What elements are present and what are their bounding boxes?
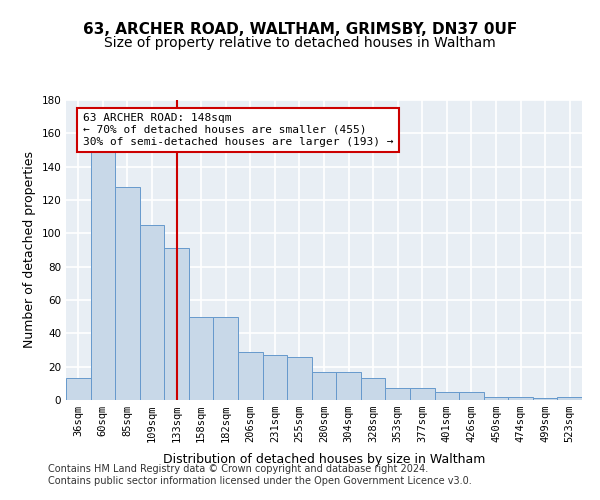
Text: Contains HM Land Registry data © Crown copyright and database right 2024.: Contains HM Land Registry data © Crown c…: [48, 464, 428, 474]
Bar: [361, 378, 385, 400]
Bar: [336, 372, 361, 400]
Bar: [459, 392, 484, 400]
X-axis label: Distribution of detached houses by size in Waltham: Distribution of detached houses by size …: [163, 454, 485, 466]
Bar: [312, 372, 336, 400]
Text: 63, ARCHER ROAD, WALTHAM, GRIMSBY, DN37 0UF: 63, ARCHER ROAD, WALTHAM, GRIMSBY, DN37 …: [83, 22, 517, 38]
Bar: [557, 396, 582, 400]
Text: Size of property relative to detached houses in Waltham: Size of property relative to detached ho…: [104, 36, 496, 50]
Y-axis label: Number of detached properties: Number of detached properties: [23, 152, 36, 348]
Text: Contains public sector information licensed under the Open Government Licence v3: Contains public sector information licen…: [48, 476, 472, 486]
Bar: [287, 356, 312, 400]
Bar: [164, 248, 189, 400]
Bar: [508, 396, 533, 400]
Bar: [238, 352, 263, 400]
Bar: [66, 378, 91, 400]
Bar: [91, 150, 115, 400]
Bar: [263, 355, 287, 400]
Bar: [484, 396, 508, 400]
Bar: [385, 388, 410, 400]
Bar: [214, 316, 238, 400]
Bar: [140, 225, 164, 400]
Bar: [189, 316, 214, 400]
Text: 63 ARCHER ROAD: 148sqm
← 70% of detached houses are smaller (455)
30% of semi-de: 63 ARCHER ROAD: 148sqm ← 70% of detached…: [83, 114, 393, 146]
Bar: [115, 186, 140, 400]
Bar: [533, 398, 557, 400]
Bar: [410, 388, 434, 400]
Bar: [434, 392, 459, 400]
